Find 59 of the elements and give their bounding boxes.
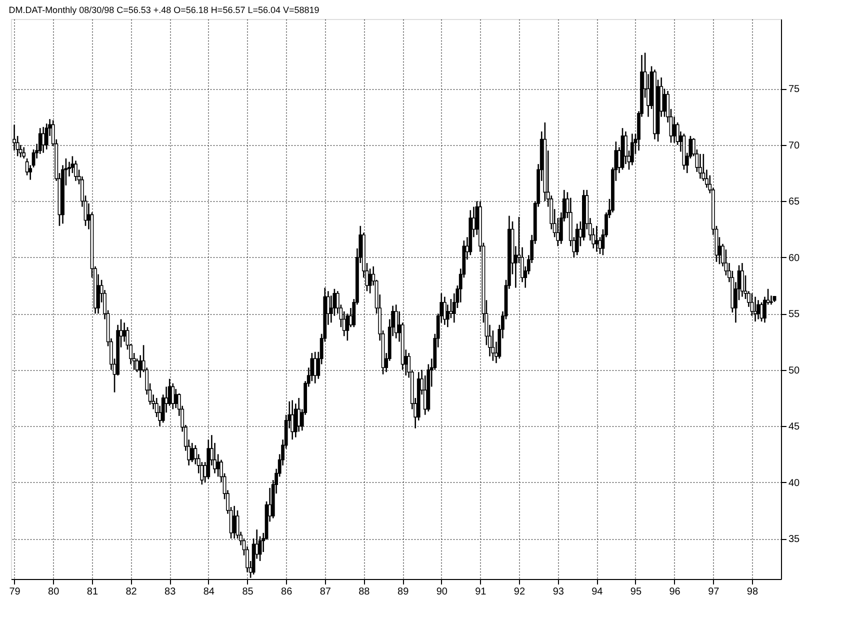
x-tick-label: 88 (358, 586, 370, 598)
y-tick-label: 35 (788, 534, 800, 546)
y-tick-label: 75 (788, 84, 800, 96)
x-tick-label: 80 (48, 586, 60, 598)
candlestick (70, 156, 74, 174)
x-tick-label: 93 (552, 586, 564, 598)
candlestick (442, 296, 446, 326)
y-tick-label: 45 (788, 422, 800, 433)
candlestick (171, 382, 175, 410)
candlestick (754, 296, 757, 322)
candlestick (698, 153, 702, 180)
candlestick (313, 351, 317, 384)
y-tick-label: 50 (788, 365, 800, 376)
candlestick (290, 400, 294, 440)
x-tick-label: 85 (242, 586, 254, 598)
candlestick (74, 160, 78, 182)
x-tick-label: 84 (203, 586, 215, 598)
x-tick-label: 87 (320, 586, 332, 598)
x-tick-label: 89 (398, 586, 410, 598)
x-tick-label: 86 (281, 586, 293, 598)
candlestick (575, 223, 579, 256)
x-tick-label: 98 (746, 586, 758, 598)
y-tick-label: 65 (788, 196, 800, 208)
candlestick (760, 302, 764, 322)
candlestick (672, 116, 676, 144)
candlestick (25, 158, 29, 176)
x-tick-label: 94 (592, 586, 604, 598)
candlestick (22, 146, 26, 160)
x-tick-label: 97 (708, 586, 720, 598)
candlestick (394, 304, 398, 340)
candlestick (38, 127, 42, 155)
candlestick (44, 122, 48, 150)
x-tick-label: 79 (9, 586, 21, 598)
candlestick (368, 268, 372, 294)
candlestick (770, 294, 773, 306)
candlestick (594, 225, 598, 252)
x-tick-label: 92 (514, 586, 526, 598)
candlestick (630, 133, 634, 166)
x-tick-label: 83 (164, 586, 176, 598)
candlestick (216, 454, 220, 478)
candlestick (42, 126, 46, 154)
y-tick-label: 70 (788, 140, 800, 152)
y-tick-label: 55 (788, 309, 800, 320)
candlestick (449, 298, 453, 319)
candlestick (232, 505, 236, 540)
x-tick-label: 81 (86, 586, 98, 598)
candlestick (138, 354, 142, 378)
x-tick-label: 90 (436, 586, 448, 598)
candlestick (756, 299, 760, 320)
y-tick-label: 60 (788, 252, 800, 264)
x-tick-label: 95 (630, 586, 642, 598)
y-tick-label: 40 (788, 478, 800, 489)
candlestick (740, 262, 744, 298)
x-tick-label: 82 (126, 586, 138, 598)
candlestick (122, 322, 126, 342)
x-tick-label: 91 (475, 586, 487, 598)
x-tick-label: 96 (669, 586, 681, 598)
chart-title: DM.DAT-Monthly 08/30/98 C=56.53 +.48 O=56.18 H=56.57 L=56.04 V=58819 (8, 5, 320, 15)
candlestick (190, 442, 194, 463)
